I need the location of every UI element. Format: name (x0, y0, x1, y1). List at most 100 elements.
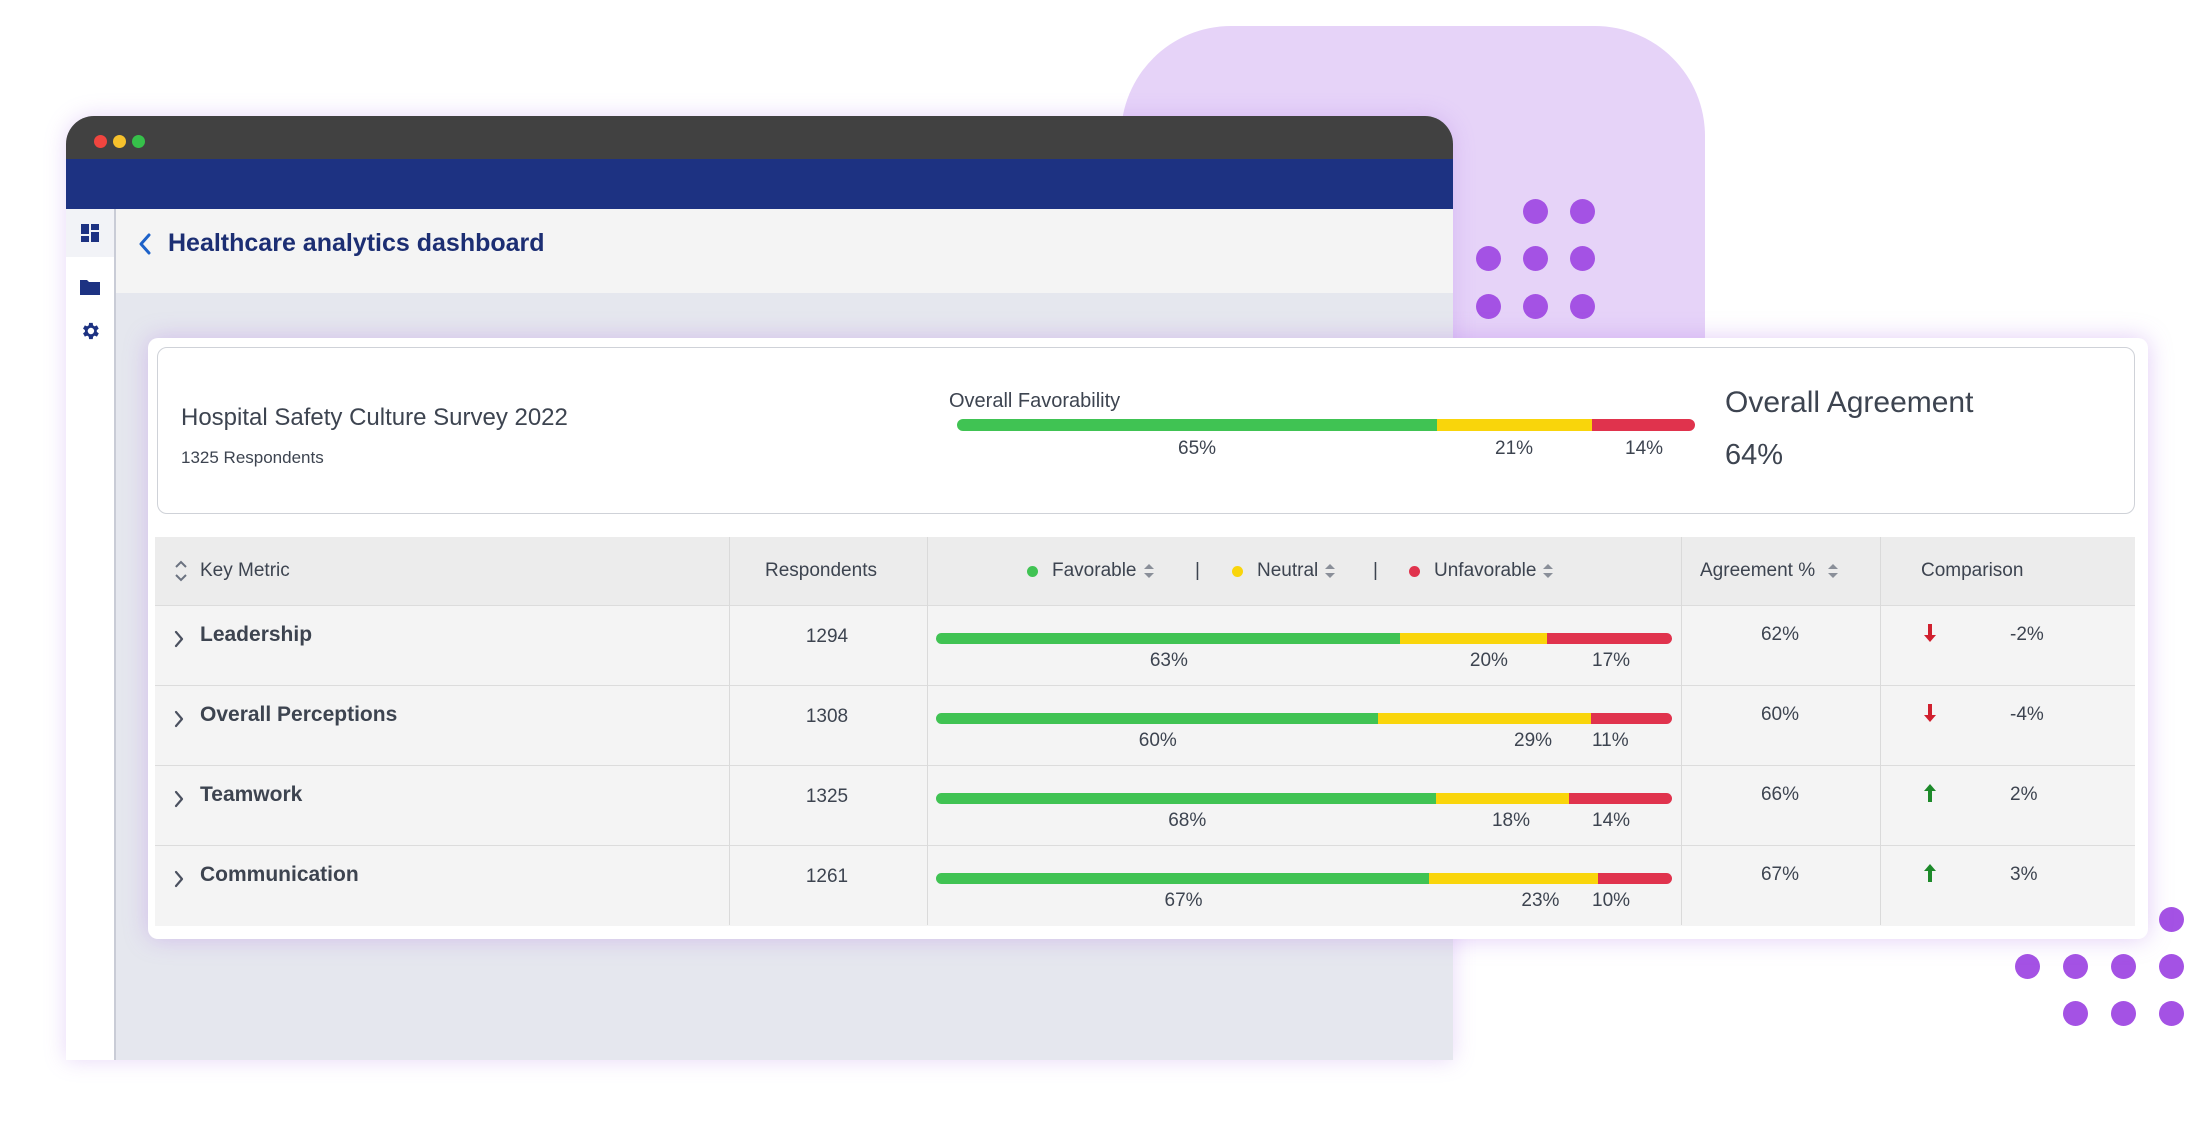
favorable-segment (936, 793, 1437, 804)
agreement-value: 67% (1760, 864, 1800, 885)
unfavorable-header-label: Unfavorable (1434, 560, 1537, 581)
unfavorable-legend-dot (1409, 565, 1420, 577)
arrow-up-icon (1924, 784, 1936, 802)
expand-chevron-icon[interactable] (173, 870, 185, 888)
neutral-header[interactable]: Neutral (1232, 537, 1336, 605)
favorable-pct: 68% (1168, 810, 1207, 831)
neutral-legend-dot (1232, 565, 1243, 577)
survey-title: Hospital Safety Culture Survey 2022 (181, 404, 568, 431)
neutral-segment (1436, 793, 1569, 804)
neutral-pct: 29% (1514, 730, 1553, 751)
key-metric-header-label: Key Metric (200, 560, 290, 581)
comparison-header: Comparison (1921, 560, 2024, 581)
agreement-header-label: Agreement % (1700, 560, 1816, 581)
overall-agreement-label: Overall Agreement (1725, 386, 1974, 419)
maximize-window-button[interactable] (132, 135, 145, 148)
overall-favorability-label: Overall Favorability (949, 390, 1121, 412)
neutral-segment (1429, 873, 1599, 884)
decorative-dot (2159, 954, 2184, 979)
favorability-bar (936, 793, 1672, 804)
unfavorable-pct: 14% (1592, 810, 1631, 831)
expand-chevron-icon[interactable] (173, 630, 185, 648)
decorative-dot (2111, 1001, 2136, 1026)
sort-icon (1143, 564, 1154, 578)
sort-icon (1325, 564, 1336, 578)
favorable-segment (957, 419, 1437, 431)
expand-chevron-icon[interactable] (173, 710, 185, 728)
overall-favorable-pct: 65% (1178, 438, 1217, 459)
table-row[interactable]: Teamwork 1325 68% 18% 14% 66% 2% (155, 765, 2135, 846)
favorability-bar (936, 633, 1672, 644)
sidebar-item-folder[interactable] (78, 275, 102, 299)
favorability-bar (936, 713, 1672, 724)
neutral-pct: 23% (1521, 890, 1560, 911)
favorable-header[interactable]: Favorable (1027, 537, 1155, 605)
table-row[interactable]: Leadership 1294 63% 20% 17% 62% -2% (155, 605, 2135, 686)
sort-icon (1543, 564, 1554, 578)
favorability-bar (936, 873, 1672, 884)
favorable-pct: 63% (1149, 650, 1188, 671)
sidebar-item-settings[interactable] (78, 319, 102, 343)
window-titlebar (66, 116, 1453, 159)
unfavorable-segment (1591, 713, 1672, 724)
unfavorable-header[interactable]: Unfavorable (1409, 537, 1554, 605)
agreement-header[interactable]: Agreement % (1700, 537, 1839, 605)
unfavorable-segment (1591, 419, 1695, 431)
decorative-dot (1570, 294, 1595, 319)
comparison-value: 3% (2010, 864, 2038, 885)
respondents-value: 1294 (805, 626, 849, 647)
unfavorable-pct: 17% (1592, 650, 1631, 671)
minimize-window-button[interactable] (113, 135, 126, 148)
agreement-value: 66% (1760, 784, 1800, 805)
gear-icon (83, 322, 99, 340)
sidebar-item-dashboard[interactable] (66, 209, 114, 257)
favorable-pct: 67% (1164, 890, 1203, 911)
overall-unfavorable-pct: 14% (1625, 438, 1664, 459)
table-row[interactable]: Overall Perceptions 1308 60% 29% 11% 60% -4% (155, 685, 2135, 766)
decorative-dot (1476, 294, 1501, 319)
neutral-pct: 18% (1491, 810, 1530, 831)
respondents-value: 1325 (805, 786, 849, 807)
respondents-header[interactable]: Respondents (765, 560, 877, 581)
expand-chevron-icon[interactable] (173, 790, 185, 808)
overall-agreement-value: 64% (1725, 439, 1784, 471)
unfavorable-segment (1568, 793, 1672, 804)
page-title: Healthcare analytics dashboard (168, 229, 545, 257)
arrow-up-icon (1924, 864, 1936, 882)
sort-icon (1828, 564, 1839, 578)
folder-icon (80, 280, 100, 295)
agreement-value: 60% (1760, 704, 1800, 725)
column-divider (729, 537, 730, 925)
page-header: Healthcare analytics dashboard (116, 209, 1453, 293)
neutral-segment (1377, 713, 1592, 724)
metric-name: Overall Perceptions (200, 703, 398, 726)
overall-favorability-bar (957, 419, 1695, 431)
neutral-header-label: Neutral (1257, 560, 1319, 581)
back-chevron-icon[interactable] (138, 233, 152, 255)
favorable-pct: 60% (1138, 730, 1177, 751)
arrow-down-icon (1924, 704, 1936, 722)
key-metric-header[interactable]: Key Metric (174, 537, 290, 605)
table-header: Key Metric Respondents Favorable | Neutr… (155, 537, 2135, 605)
respondents-value: 1308 (805, 706, 849, 727)
decorative-dot (1523, 294, 1548, 319)
survey-respondents: 1325 Respondents (181, 448, 324, 467)
metric-name: Teamwork (200, 783, 303, 806)
close-window-button[interactable] (94, 135, 107, 148)
unfavorable-segment (1598, 873, 1672, 884)
header-separator: | (1373, 560, 1378, 581)
comparison-value: 2% (2010, 784, 2038, 805)
favorable-segment (936, 633, 1400, 644)
table-row[interactable]: Communication 1261 67% 23% 10% 67% 3% (155, 845, 2135, 926)
metric-name: Leadership (200, 623, 313, 646)
unfavorable-pct: 10% (1592, 890, 1631, 911)
survey-card: Hospital Safety Culture Survey 2022 1325… (148, 338, 2148, 939)
neutral-pct: 20% (1469, 650, 1508, 671)
unfavorable-pct: 11% (1592, 730, 1629, 751)
dashboard-icon (81, 224, 99, 242)
decorative-dot (2111, 954, 2136, 979)
decorative-dot (2159, 1001, 2184, 1026)
agreement-value: 62% (1760, 624, 1800, 645)
decorative-dot (1476, 246, 1501, 271)
metric-name: Communication (200, 863, 359, 886)
